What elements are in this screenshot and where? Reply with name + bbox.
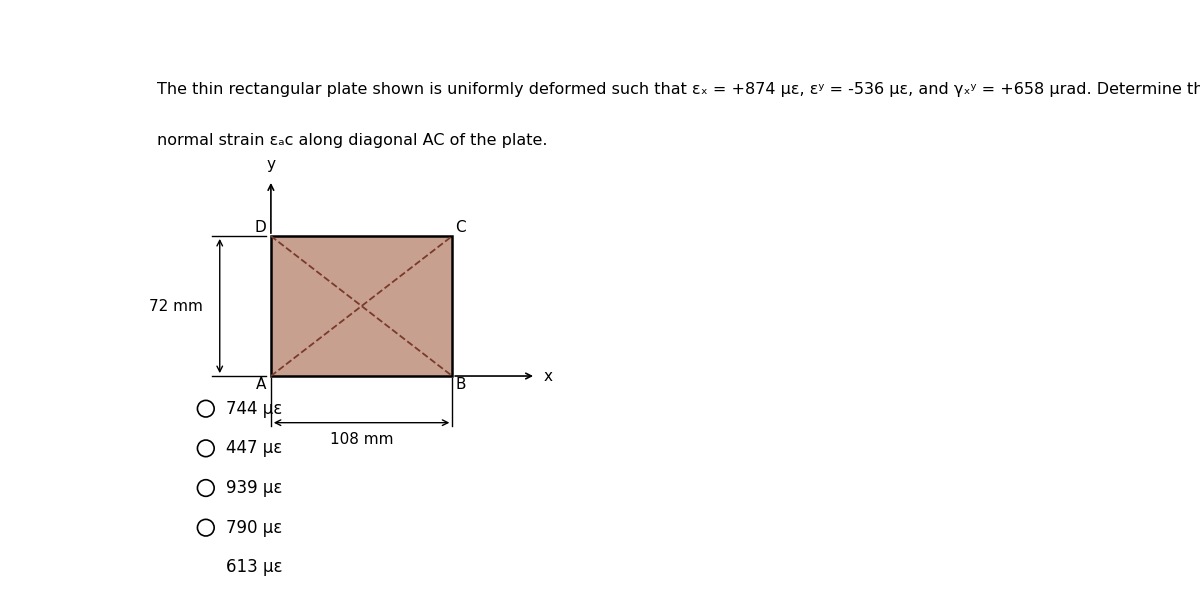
Text: 108 mm: 108 mm: [330, 432, 394, 447]
Text: 447 με: 447 με: [227, 439, 282, 458]
Text: 790 με: 790 με: [227, 519, 282, 537]
Text: The thin rectangular plate shown is uniformly deformed such that εₓ = +874 με, ε: The thin rectangular plate shown is unif…: [157, 82, 1200, 97]
Text: 939 με: 939 με: [227, 479, 283, 497]
Text: x: x: [544, 368, 552, 384]
Text: 744 με: 744 με: [227, 400, 282, 418]
Text: 613 με: 613 με: [227, 558, 283, 576]
Text: C: C: [455, 220, 466, 235]
Text: D: D: [254, 220, 266, 235]
Text: B: B: [455, 378, 466, 393]
Text: normal strain εₐᴄ along diagonal AC of the plate.: normal strain εₐᴄ along diagonal AC of t…: [157, 133, 548, 148]
Text: 72 mm: 72 mm: [149, 299, 203, 313]
Text: y: y: [266, 156, 276, 171]
Text: A: A: [256, 378, 266, 393]
